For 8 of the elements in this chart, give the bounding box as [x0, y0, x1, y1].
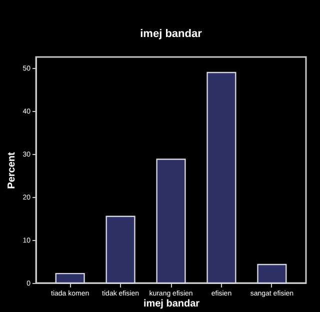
bar	[106, 216, 136, 284]
bar	[156, 158, 186, 284]
bar	[257, 264, 287, 284]
chart-title: imej bandar	[140, 28, 203, 40]
x-axis-title: imej bandar	[143, 298, 200, 310]
bar	[206, 72, 236, 284]
bar	[55, 272, 85, 284]
y-axis-title: Percent	[6, 151, 18, 189]
